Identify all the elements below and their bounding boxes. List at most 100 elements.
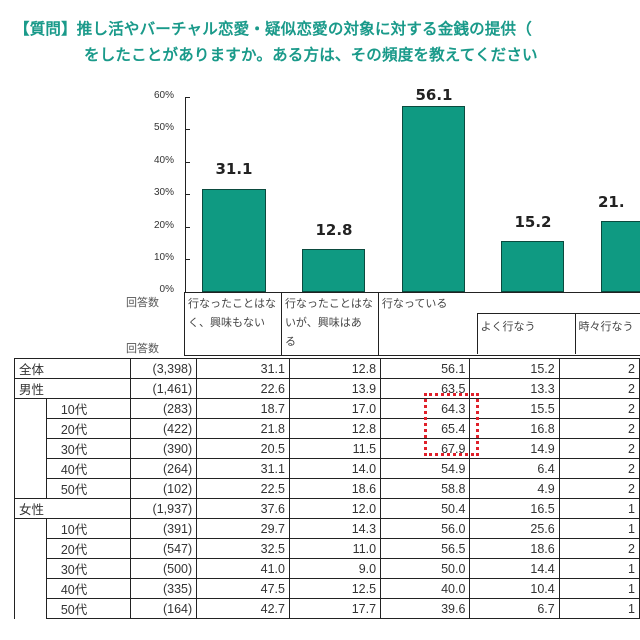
cell-c2: 18.6 (288, 478, 382, 499)
y-tick-label: 10% (153, 252, 174, 263)
cell-c3: 54.9 (380, 458, 471, 479)
cell-c1: 22.6 (196, 378, 290, 399)
cell-sub: 20代 (45, 418, 131, 439)
bar-value-label: 12.8 (315, 221, 353, 239)
cell-n: (390) (129, 438, 198, 459)
cell-c4: 18.6 (469, 538, 560, 559)
cell-c1: 32.5 (196, 538, 290, 559)
y-tick (185, 162, 190, 163)
cell-indent (14, 478, 47, 499)
cell-c5: 2 (558, 358, 640, 379)
cell-sub: 10代 (45, 398, 131, 419)
cell-c4: 4.9 (469, 478, 560, 499)
cell-n: (3,398) (129, 358, 198, 379)
y-tick-label: 20% (153, 220, 174, 231)
cell-c1: 37.6 (196, 498, 290, 519)
cell-c3: 58.8 (380, 478, 471, 499)
header-sometimes: 時々行なう (578, 320, 634, 333)
table-row: 女性 (1,937) 37.6 12.0 50.4 16.5 1 (14, 498, 640, 519)
y-tick-label: 40% (153, 155, 174, 166)
cell-c5: 2 (558, 438, 640, 459)
question-title-line1: 【質問】推し活やバーチャル恋愛・疑似恋愛の対象に対する金銭の提供（ (14, 20, 532, 38)
cell-c5: 1 (558, 498, 640, 519)
cell-c2: 17.0 (288, 398, 382, 419)
cell-c1: 31.1 (196, 458, 290, 479)
cell-n: (283) (129, 398, 198, 419)
cell-n: (500) (129, 558, 198, 579)
cell-n: (422) (129, 418, 198, 439)
cell-c5: 2 (558, 538, 640, 559)
header-doing-sub: よく行なう 時々行なう (476, 312, 640, 354)
y-tick-label: 60% (153, 90, 174, 101)
cell-c3: 39.6 (380, 598, 471, 619)
cell-c3: 40.0 (380, 578, 471, 599)
cell-c4: 13.3 (469, 378, 560, 399)
cell-indent (14, 458, 47, 479)
cell-group: 男性 (14, 378, 131, 399)
cell-c5: 2 (558, 398, 640, 419)
cell-c5: 2 (558, 458, 640, 479)
table-row: 10代 (391) 29.7 14.3 56.0 25.6 1 (14, 518, 640, 539)
cell-c3: 56.5 (380, 538, 471, 559)
cell-c2: 12.8 (288, 418, 382, 439)
answers-label: 回答数 (126, 296, 159, 309)
cell-n: (547) (129, 538, 198, 559)
table-row: 50代 (164) 42.7 17.7 39.6 6.7 1 (14, 598, 640, 619)
y-tick (185, 259, 190, 260)
cell-c5: 2 (558, 378, 640, 399)
bar-value-label: 15.2 (514, 213, 552, 231)
cell-c2: 12.5 (288, 578, 382, 599)
cell-c4: 6.7 (469, 598, 560, 619)
cell-c5: 1 (558, 598, 640, 619)
bar-often (501, 241, 564, 292)
table-row: 20代 (547) 32.5 11.0 56.5 18.6 2 (14, 538, 640, 559)
cell-n: (164) (129, 598, 198, 619)
cell-c1: 42.7 (196, 598, 290, 619)
cell-c4: 15.5 (469, 398, 560, 419)
cell-indent (14, 558, 47, 579)
y-tick-label: 30% (153, 187, 174, 198)
cell-c1: 41.0 (196, 558, 290, 579)
cell-c4: 15.2 (469, 358, 560, 379)
cell-sub: 50代 (45, 598, 131, 619)
cell-c1: 20.5 (196, 438, 290, 459)
header-no-interest: 行なったことはな く、興味もない (184, 292, 282, 356)
cell-group: 女性 (14, 498, 131, 519)
cell-sub: 40代 (45, 458, 131, 479)
cell-c2: 11.0 (288, 538, 382, 559)
y-tick-label: 0% (159, 284, 174, 295)
cell-c1: 21.8 (196, 418, 290, 439)
cell-c2: 12.0 (288, 498, 382, 519)
cell-indent (14, 538, 47, 559)
table-row: 30代 (390) 20.5 11.5 67.9 14.9 2 (14, 438, 640, 459)
cell-c2: 11.5 (288, 438, 382, 459)
cell-n: (335) (129, 578, 198, 599)
bar-doing (402, 106, 465, 292)
cell-sub: 50代 (45, 478, 131, 499)
table-row: 男性 (1,461) 22.6 13.9 63.5 13.3 2 (14, 378, 640, 399)
header-interested: 行なったことはな いが、興味はある (280, 292, 379, 356)
y-tick (185, 194, 190, 195)
cell-c5: 1 (558, 558, 640, 579)
cell-c2: 12.8 (288, 358, 382, 379)
data-table: 全体 (3,398) 31.1 12.8 56.1 15.2 2 男性 (1,461) 22.6 1… (14, 358, 640, 619)
cell-c3: 50.4 (380, 498, 471, 519)
cell-c5: 2 (558, 478, 640, 499)
cell-c1: 18.7 (196, 398, 290, 419)
cell-c1: 29.7 (196, 518, 290, 539)
bar-value-label: 56.1 (415, 86, 453, 104)
table-row: 40代 (335) 47.5 12.5 40.0 10.4 1 (14, 578, 640, 599)
bar-value-label: 21. (598, 193, 625, 211)
cell-c3: 56.1 (380, 358, 471, 379)
cell-c4: 16.5 (469, 498, 560, 519)
cell-c4: 25.6 (469, 518, 560, 539)
cell-c5: 1 (558, 578, 640, 599)
cell-c1: 22.5 (196, 478, 290, 499)
y-tick (185, 129, 190, 130)
header-doing-group: 行なっている よく行なう 時々行なう (377, 292, 640, 356)
cell-c5: 2 (558, 418, 640, 439)
bar-no-interest (202, 189, 266, 292)
cell-c4: 10.4 (469, 578, 560, 599)
table-row: 20代 (422) 21.8 12.8 65.4 16.8 2 (14, 418, 640, 439)
table-row: 50代 (102) 22.5 18.6 58.8 4.9 2 (14, 478, 640, 499)
